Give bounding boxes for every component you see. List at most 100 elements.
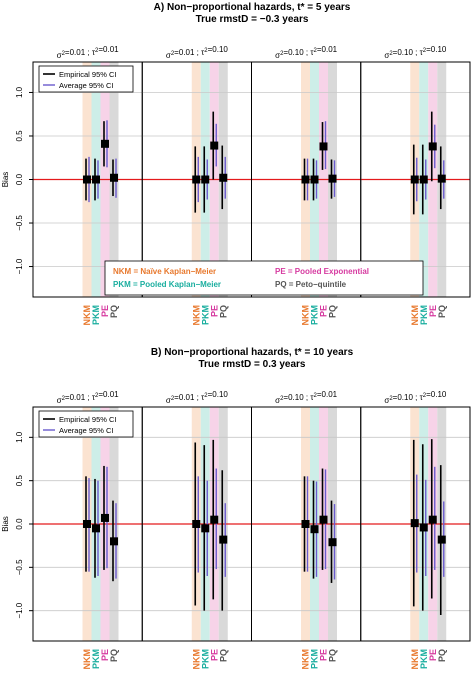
panel-4: σ2=0.10 ; τ2=0.10 NKM PKM PE PQ bbox=[360, 390, 471, 670]
bias-point-nkm bbox=[192, 175, 201, 184]
panel-header: σ2=0.01 ; τ2=0.10 bbox=[166, 45, 228, 60]
y-tick-label: 1.0 bbox=[15, 86, 24, 98]
bias-point-nkm bbox=[301, 175, 310, 184]
bias-point-nkm bbox=[301, 520, 310, 528]
method-key-box bbox=[104, 260, 424, 296]
bias-point-pq bbox=[219, 173, 228, 182]
bias-point-pq bbox=[110, 537, 118, 546]
category-label-pq: PQ bbox=[437, 305, 447, 318]
bias-point-pe bbox=[210, 141, 219, 150]
chart-title: B) Non−proportional hazards, t* = 10 yea… bbox=[151, 347, 354, 358]
legend-empirical-label: Empirical 95% CI bbox=[59, 415, 117, 424]
category-label-pq: PQ bbox=[437, 649, 447, 662]
panel-3: σ2=0.10 ; τ2=0.01 NKM PKM PE PQ bbox=[251, 390, 362, 670]
panel-header: σ2=0.01 ; τ2=0.01 bbox=[57, 390, 119, 405]
legend-average-label: Average 95% CI bbox=[59, 81, 113, 90]
panel-border bbox=[360, 61, 471, 298]
bias-point-pkm bbox=[419, 175, 428, 184]
category-label-pkm: PKM bbox=[200, 305, 210, 325]
y-tick-label: 0.0 bbox=[15, 518, 24, 530]
category-label-nkm: NKM bbox=[82, 649, 92, 670]
bias-point-pe bbox=[101, 513, 109, 522]
category-label-pkm: PKM bbox=[419, 649, 429, 669]
y-axis-label: Bias bbox=[1, 516, 10, 532]
bias-point-nkm bbox=[192, 520, 201, 528]
bias-point-pkm bbox=[419, 523, 428, 532]
category-label-nkm: NKM bbox=[410, 305, 420, 326]
panel-header: σ2=0.10 ; τ2=0.10 bbox=[384, 390, 446, 405]
bias-point-pe bbox=[428, 142, 437, 151]
panel-header: σ2=0.01 ; τ2=0.01 bbox=[57, 45, 119, 60]
bias-point-pkm bbox=[92, 175, 100, 184]
legend-average-label: Average 95% CI bbox=[59, 426, 113, 435]
category-label-pkm: PKM bbox=[419, 305, 429, 325]
bias-point-pe bbox=[101, 139, 109, 148]
bias-point-pq bbox=[110, 173, 118, 182]
bias-point-pkm bbox=[92, 524, 100, 533]
y-tick-label: −0.5 bbox=[15, 559, 24, 575]
category-label-pe: PE bbox=[428, 649, 438, 661]
y-tick-label: −0.5 bbox=[15, 215, 24, 231]
bias-point-pe bbox=[210, 515, 219, 524]
category-label-nkm: NKM bbox=[191, 649, 201, 670]
y-axis-label: Bias bbox=[1, 172, 10, 188]
chart-title: A) Non−proportional hazards, t* = 5 year… bbox=[154, 2, 351, 13]
chart-subtitle: True rmstD = −0.3 years bbox=[196, 14, 309, 25]
category-label-pe: PE bbox=[428, 305, 438, 317]
y-tick-label: 0.0 bbox=[15, 173, 24, 185]
category-label-nkm: NKM bbox=[410, 649, 420, 670]
method-key-nkm: NKM = Naïve Kaplan−Meier bbox=[113, 267, 216, 276]
method-key: NKM = Naïve Kaplan−Meier PE = Pooled Expo… bbox=[104, 260, 424, 296]
chart-b: B) Non−proportional hazards, t* = 10 yea… bbox=[1, 347, 471, 670]
category-label-pe: PE bbox=[209, 305, 219, 317]
category-label-nkm: NKM bbox=[301, 305, 311, 326]
legend-box bbox=[38, 410, 134, 438]
legend-box bbox=[38, 65, 134, 93]
chart-subtitle: True rmstD = 0.3 years bbox=[198, 359, 305, 370]
category-label-nkm: NKM bbox=[191, 305, 201, 326]
bias-point-pkm bbox=[310, 175, 319, 184]
bias-point-pq bbox=[328, 174, 337, 183]
bias-point-nkm bbox=[83, 175, 91, 184]
category-label-pq: PQ bbox=[218, 305, 228, 318]
category-label-pe: PE bbox=[319, 305, 329, 317]
category-label-pe: PE bbox=[100, 305, 110, 317]
panel-header: σ2=0.10 ; τ2=0.10 bbox=[384, 45, 446, 60]
panel-1: σ2=0.01 ; τ2=0.01 NKM PKM PE PQ bbox=[32, 45, 143, 326]
bias-point-nkm bbox=[83, 520, 91, 528]
y-tick-label: −1.0 bbox=[15, 602, 24, 618]
category-label-pe: PE bbox=[319, 649, 329, 661]
bias-point-pq bbox=[328, 538, 337, 547]
bias-point-pq bbox=[437, 535, 446, 544]
y-tick-label: 0.5 bbox=[15, 475, 24, 487]
category-label-pe: PE bbox=[100, 649, 110, 661]
method-key-pq: PQ = Peto−quintile bbox=[275, 280, 347, 289]
category-label-nkm: NKM bbox=[82, 305, 92, 326]
category-label-pkm: PKM bbox=[310, 305, 320, 325]
method-key-pkm: PKM = Pooled Kaplan−Meier bbox=[113, 280, 221, 289]
bias-point-nkm bbox=[410, 519, 419, 528]
bias-point-pkm bbox=[201, 175, 210, 184]
panel-header: σ2=0.01 ; τ2=0.10 bbox=[166, 390, 228, 405]
category-label-pkm: PKM bbox=[91, 649, 101, 669]
legend: Empirical 95% CI Average 95% CI bbox=[38, 65, 134, 93]
category-label-pq: PQ bbox=[218, 649, 228, 662]
panel-2: σ2=0.01 ; τ2=0.10 NKM PKM PE PQ bbox=[141, 390, 252, 670]
y-tick-label: 0.5 bbox=[15, 130, 24, 142]
bias-point-pq bbox=[219, 535, 228, 544]
panel-4: σ2=0.10 ; τ2=0.10 NKM PKM PE PQ bbox=[360, 45, 471, 326]
category-label-pq: PQ bbox=[109, 305, 119, 318]
bias-point-pkm bbox=[310, 525, 319, 534]
panel-header: σ2=0.10 ; τ2=0.01 bbox=[275, 390, 337, 405]
category-label-pkm: PKM bbox=[200, 649, 210, 669]
category-label-pe: PE bbox=[209, 649, 219, 661]
legend: Empirical 95% CI Average 95% CI bbox=[38, 410, 134, 438]
category-label-pkm: PKM bbox=[310, 649, 320, 669]
method-key-pe: PE = Pooled Exponential bbox=[275, 267, 369, 276]
bias-point-pkm bbox=[201, 524, 210, 533]
chart-a: A) Non−proportional hazards, t* = 5 year… bbox=[1, 2, 471, 326]
category-label-pq: PQ bbox=[328, 305, 338, 318]
y-tick-label: 1.0 bbox=[15, 431, 24, 443]
category-label-pq: PQ bbox=[328, 649, 338, 662]
